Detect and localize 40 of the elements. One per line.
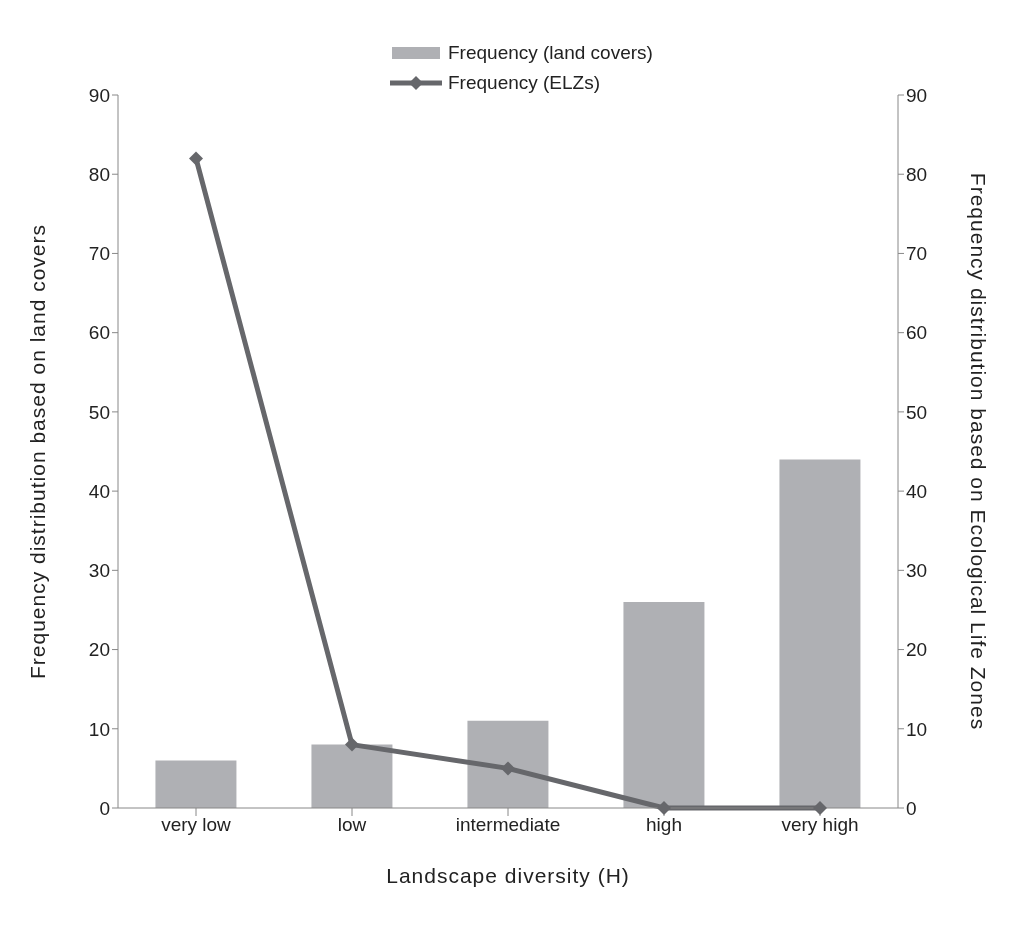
bar [467,720,549,808]
bar [779,459,861,808]
y-tick-label: 70 [88,243,110,265]
x-tick-label: intermediate [455,814,561,836]
bar [311,744,393,808]
y-tick-label: 50 [88,401,110,423]
y-tick-label: 20 [88,639,110,661]
y-tick-label: 60 [88,322,110,344]
legend-label: Frequency (ELZs) [448,72,601,94]
bar [623,602,705,808]
x-tick-label: very high [781,814,859,836]
y2-tick-label: 10 [906,718,928,740]
x-tick-label: very low [161,814,232,836]
y2-tick-label: 60 [906,322,928,344]
y2-tick-label: 90 [906,84,928,106]
y2-tick-label: 20 [906,639,928,661]
x-tick-label: low [337,814,367,836]
y2-tick-label: 70 [906,243,928,265]
x-axis-title: Landscape diversity (H) [386,864,630,887]
point [813,801,827,815]
point [501,761,515,776]
point [657,801,671,815]
y-tick-label: 10 [88,718,110,740]
y-tick-label: 30 [88,560,110,582]
bar [155,760,237,808]
point [189,151,203,166]
y-tick-label: 0 [99,797,110,819]
y2-tick-label: 30 [906,560,928,582]
y2-tick-label: 50 [906,401,928,423]
y2-axis-title: Frequency distribution based on Ecological Life Zones [966,172,990,731]
y-tick-label: 40 [88,480,110,502]
y-tick-label: 90 [88,84,110,106]
y-tick-label: 80 [88,163,110,185]
y2-tick-label: 40 [906,480,928,502]
legend-label: Frequency (land covers) [448,42,653,64]
y2-tick-label: 80 [906,163,928,185]
point [345,737,359,752]
x-tick-label: high [646,814,682,836]
y-axis-title: Frequency distribution based on land covers [26,223,50,680]
y2-tick-label: 0 [906,797,917,819]
